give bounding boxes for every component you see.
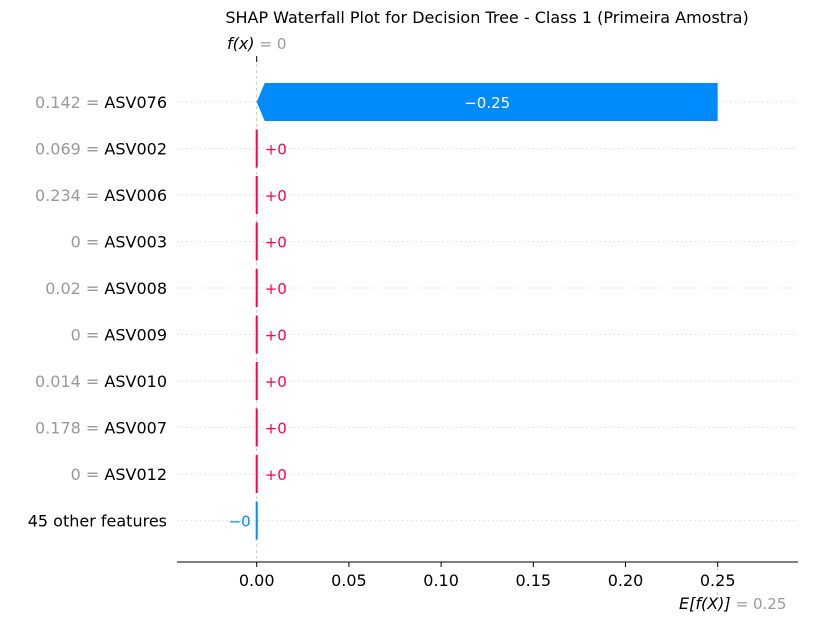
bar-value-label: +0	[265, 280, 287, 298]
bar-value-label: +0	[265, 234, 287, 252]
bar-value-label: +0	[265, 373, 287, 391]
feature-value: 0 =	[71, 465, 105, 484]
feature-name: ASV002	[104, 140, 167, 159]
fx-annotation: f(x) = 0	[227, 34, 286, 62]
bar-value-label: +0	[265, 327, 287, 345]
expected-value-annotation: E[f(X)] = 0.25	[679, 594, 786, 613]
chart-title: SHAP Waterfall Plot for Decision Tree - …	[225, 8, 748, 27]
feature-name: 45 other features	[28, 512, 167, 531]
feature-name: ASV009	[104, 326, 167, 345]
x-tick-label: 0.15	[515, 571, 551, 590]
bar-value-label: +0	[265, 420, 287, 438]
feature-value: 0.014 =	[35, 372, 104, 391]
feature-name: ASV003	[104, 233, 167, 252]
bar-value-label: +0	[265, 466, 287, 484]
feature-label: 0.014 = ASV010	[35, 372, 167, 391]
reference-lines	[256, 58, 719, 596]
base-label: E[f(X)] = 0.25	[679, 594, 786, 613]
feature-name: ASV012	[104, 465, 167, 484]
feature-label: 0.234 = ASV006	[35, 186, 167, 205]
feature-value: 0 =	[71, 233, 105, 252]
feature-name: ASV008	[104, 279, 167, 298]
feature-labels: 0.142 = ASV076 0.069 = ASV002 0.234 = ASV0…	[28, 93, 167, 531]
feature-label: 0.142 = ASV076	[35, 93, 167, 112]
feature-name: ASV010	[104, 372, 167, 391]
feature-label: 0.02 = ASV008	[45, 279, 167, 298]
x-tick-label: 0.05	[331, 571, 367, 590]
feature-name: ASV007	[104, 419, 167, 438]
feature-value: 0.069 =	[35, 140, 104, 159]
feature-value: 0.142 =	[35, 93, 104, 112]
feature-label: 0 = ASV009	[71, 326, 167, 345]
feature-label: 0 = ASV003	[71, 233, 167, 252]
bar-value-label: −0	[229, 513, 251, 531]
feature-label: 45 other features	[28, 512, 167, 531]
feature-label: 0.178 = ASV007	[35, 419, 167, 438]
feature-name: ASV076	[104, 93, 167, 112]
feature-value: 0.234 =	[35, 186, 104, 205]
x-tick-label: 0.10	[423, 571, 459, 590]
bar-value-label: −0.25	[464, 94, 510, 112]
feature-name: ASV006	[104, 186, 167, 205]
feature-label: 0.069 = ASV002	[35, 140, 167, 159]
shap-bar-asv076	[256, 83, 718, 121]
feature-label: 0 = ASV012	[71, 465, 167, 484]
feature-value: 0.02 =	[45, 279, 104, 298]
bar-value-label: +0	[265, 141, 287, 159]
fx-symbol: f(x)	[227, 34, 255, 53]
feature-value: 0 =	[71, 326, 105, 345]
base-symbol: E[f(X)]	[679, 594, 731, 613]
x-tick-label: 0.25	[700, 571, 736, 590]
feature-value: 0.178 =	[35, 419, 104, 438]
row-gridlines	[177, 101, 798, 521]
fx-label: f(x) = 0	[227, 34, 286, 53]
base-value: = 0.25	[736, 595, 787, 613]
x-tick-label: 0.20	[608, 571, 644, 590]
x-tick-label: 0.00	[239, 571, 275, 590]
x-axis-ticks: 0.00 0.05 0.10 0.15 0.20 0.25	[239, 562, 736, 590]
bars: −0.25 +0 +0 +0 +0 +0 +0 +0 +0 −0	[229, 83, 718, 540]
bar-value-label: +0	[265, 187, 287, 205]
fx-value: = 0	[260, 35, 287, 53]
